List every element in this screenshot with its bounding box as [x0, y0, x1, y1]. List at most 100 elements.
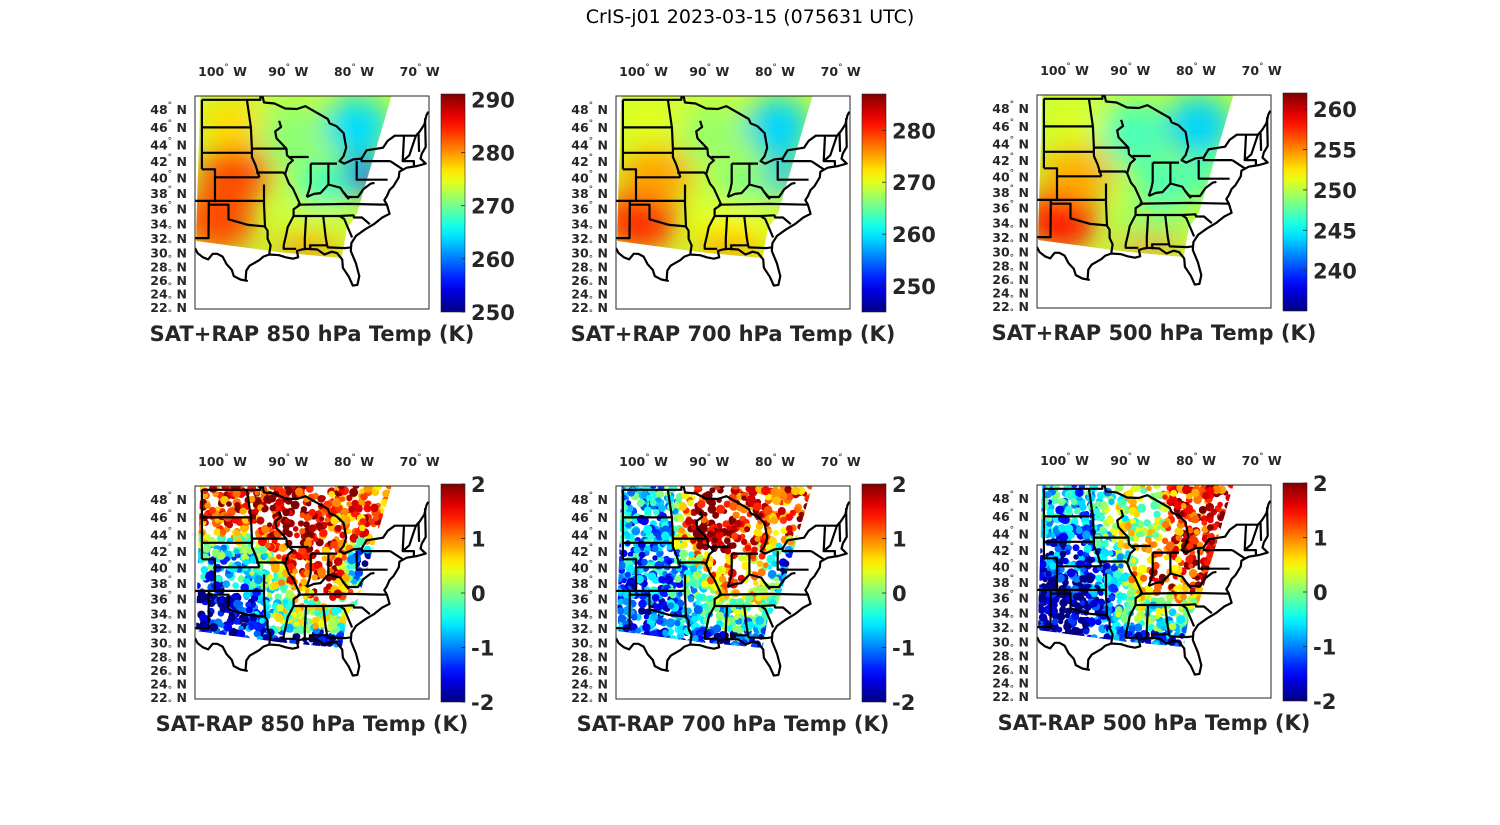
footprint-point [637, 514, 647, 524]
footprint-point [715, 532, 721, 539]
footprint-point [649, 499, 657, 507]
border-line [195, 508, 427, 677]
lat-tick-label: 34° N [150, 607, 187, 626]
lat-tick-label: 48° N [571, 491, 608, 507]
border-line [838, 523, 842, 542]
border-line [729, 605, 750, 641]
footprint-point [1083, 628, 1090, 635]
footprint-point [666, 618, 676, 628]
footprint-point [259, 545, 268, 554]
footprint-point [1097, 513, 1105, 522]
field-region [294, 162, 354, 209]
footprint-point [243, 577, 250, 585]
footprint-point [1194, 575, 1201, 581]
footprint-point [1079, 503, 1087, 511]
colorbar-tick-label: 260 [471, 248, 515, 272]
footprint-point [658, 576, 666, 584]
footprint-point [1140, 485, 1146, 488]
map-axes [1036, 484, 1272, 699]
border-line [1202, 157, 1233, 162]
footprint-point [1094, 500, 1102, 508]
border-line [326, 634, 351, 640]
footprint-point [253, 630, 261, 638]
colorbar-tick-label: -1 [1313, 636, 1336, 660]
lat-tick-label: 22° N [571, 300, 608, 319]
lat-tick-label: 38° N [150, 575, 187, 591]
footprint-point [736, 598, 745, 606]
footprint-point [695, 593, 703, 601]
lon-tick-label: 100° W [1040, 452, 1089, 468]
border-line [274, 120, 302, 250]
footprint-point [196, 582, 201, 589]
panel-title: SAT+RAP 500 hPa Temp (K) [992, 321, 1317, 345]
footprint-point [731, 486, 740, 490]
footprint-point [1145, 536, 1152, 544]
lon-tick-label: 100° W [619, 63, 668, 79]
border-line [417, 523, 421, 542]
footprint-point [675, 492, 684, 501]
footprint-point [631, 527, 641, 536]
footprint-point [340, 514, 346, 520]
border-line [262, 590, 267, 617]
border-line [616, 204, 631, 240]
footprint-point [233, 548, 240, 555]
footprint-point [361, 560, 369, 567]
footprint-point [740, 538, 748, 545]
footprint-point [339, 496, 346, 502]
footprint-point [644, 506, 652, 514]
footprint-point [292, 568, 298, 574]
footprint-point [1171, 497, 1178, 504]
footprint-point [1191, 488, 1200, 498]
footprint-point [711, 537, 718, 544]
colorbar-tick-label: 255 [1313, 139, 1357, 163]
border-line [622, 168, 681, 179]
footprint-point [1075, 527, 1083, 534]
colorbar-tick-label: 1 [892, 528, 907, 552]
footprint-point [697, 500, 706, 509]
footprint-point [1193, 495, 1202, 504]
footprint-point [303, 598, 309, 604]
footprint-point [359, 518, 367, 526]
footprint-point [1044, 491, 1052, 499]
footprint-point [682, 587, 691, 597]
footprint-point [1133, 614, 1142, 623]
footprint-point [707, 504, 717, 514]
lat-tick-label: 22° N [150, 690, 187, 709]
footprint-point [1153, 510, 1161, 518]
footprint-point [254, 490, 260, 496]
footprint-point [293, 621, 300, 628]
lat-tick-label: 38° N [150, 185, 187, 201]
border-line [401, 525, 406, 552]
border-line [342, 571, 375, 589]
footprint-point [331, 607, 339, 616]
footprint-point [330, 540, 338, 549]
border-line [1104, 199, 1109, 226]
border-line [724, 605, 729, 640]
footprint-point [765, 544, 773, 552]
footprint-point [1128, 506, 1137, 516]
footprint-point [673, 501, 681, 509]
footprint-point [728, 617, 735, 624]
footprint-point [772, 529, 779, 537]
lat-tick-label: 26° N [992, 662, 1029, 681]
footprint-point [1207, 516, 1214, 524]
footprint-point [297, 610, 305, 618]
footprint-point [355, 537, 366, 547]
footprint-point [1057, 524, 1066, 533]
lat-tick-label: 34° N [571, 607, 608, 626]
border-line [695, 510, 723, 640]
footprint-point [300, 578, 308, 586]
border-line [666, 489, 682, 568]
footprint-point [1186, 543, 1194, 551]
border-line [1049, 589, 1114, 643]
border-line [759, 215, 775, 238]
footprint-point [1155, 607, 1162, 614]
footprint-point [1095, 618, 1102, 626]
panel-title: SAT-RAP 500 hPa Temp (K) [998, 711, 1311, 735]
border-line [201, 486, 429, 555]
lat-tick-label: 36° N [150, 591, 187, 607]
lon-tick-label: 80° W [755, 453, 795, 469]
lon-tick-label: 100° W [1040, 62, 1089, 78]
field-region [1040, 95, 1107, 148]
footprint-point [719, 575, 727, 583]
